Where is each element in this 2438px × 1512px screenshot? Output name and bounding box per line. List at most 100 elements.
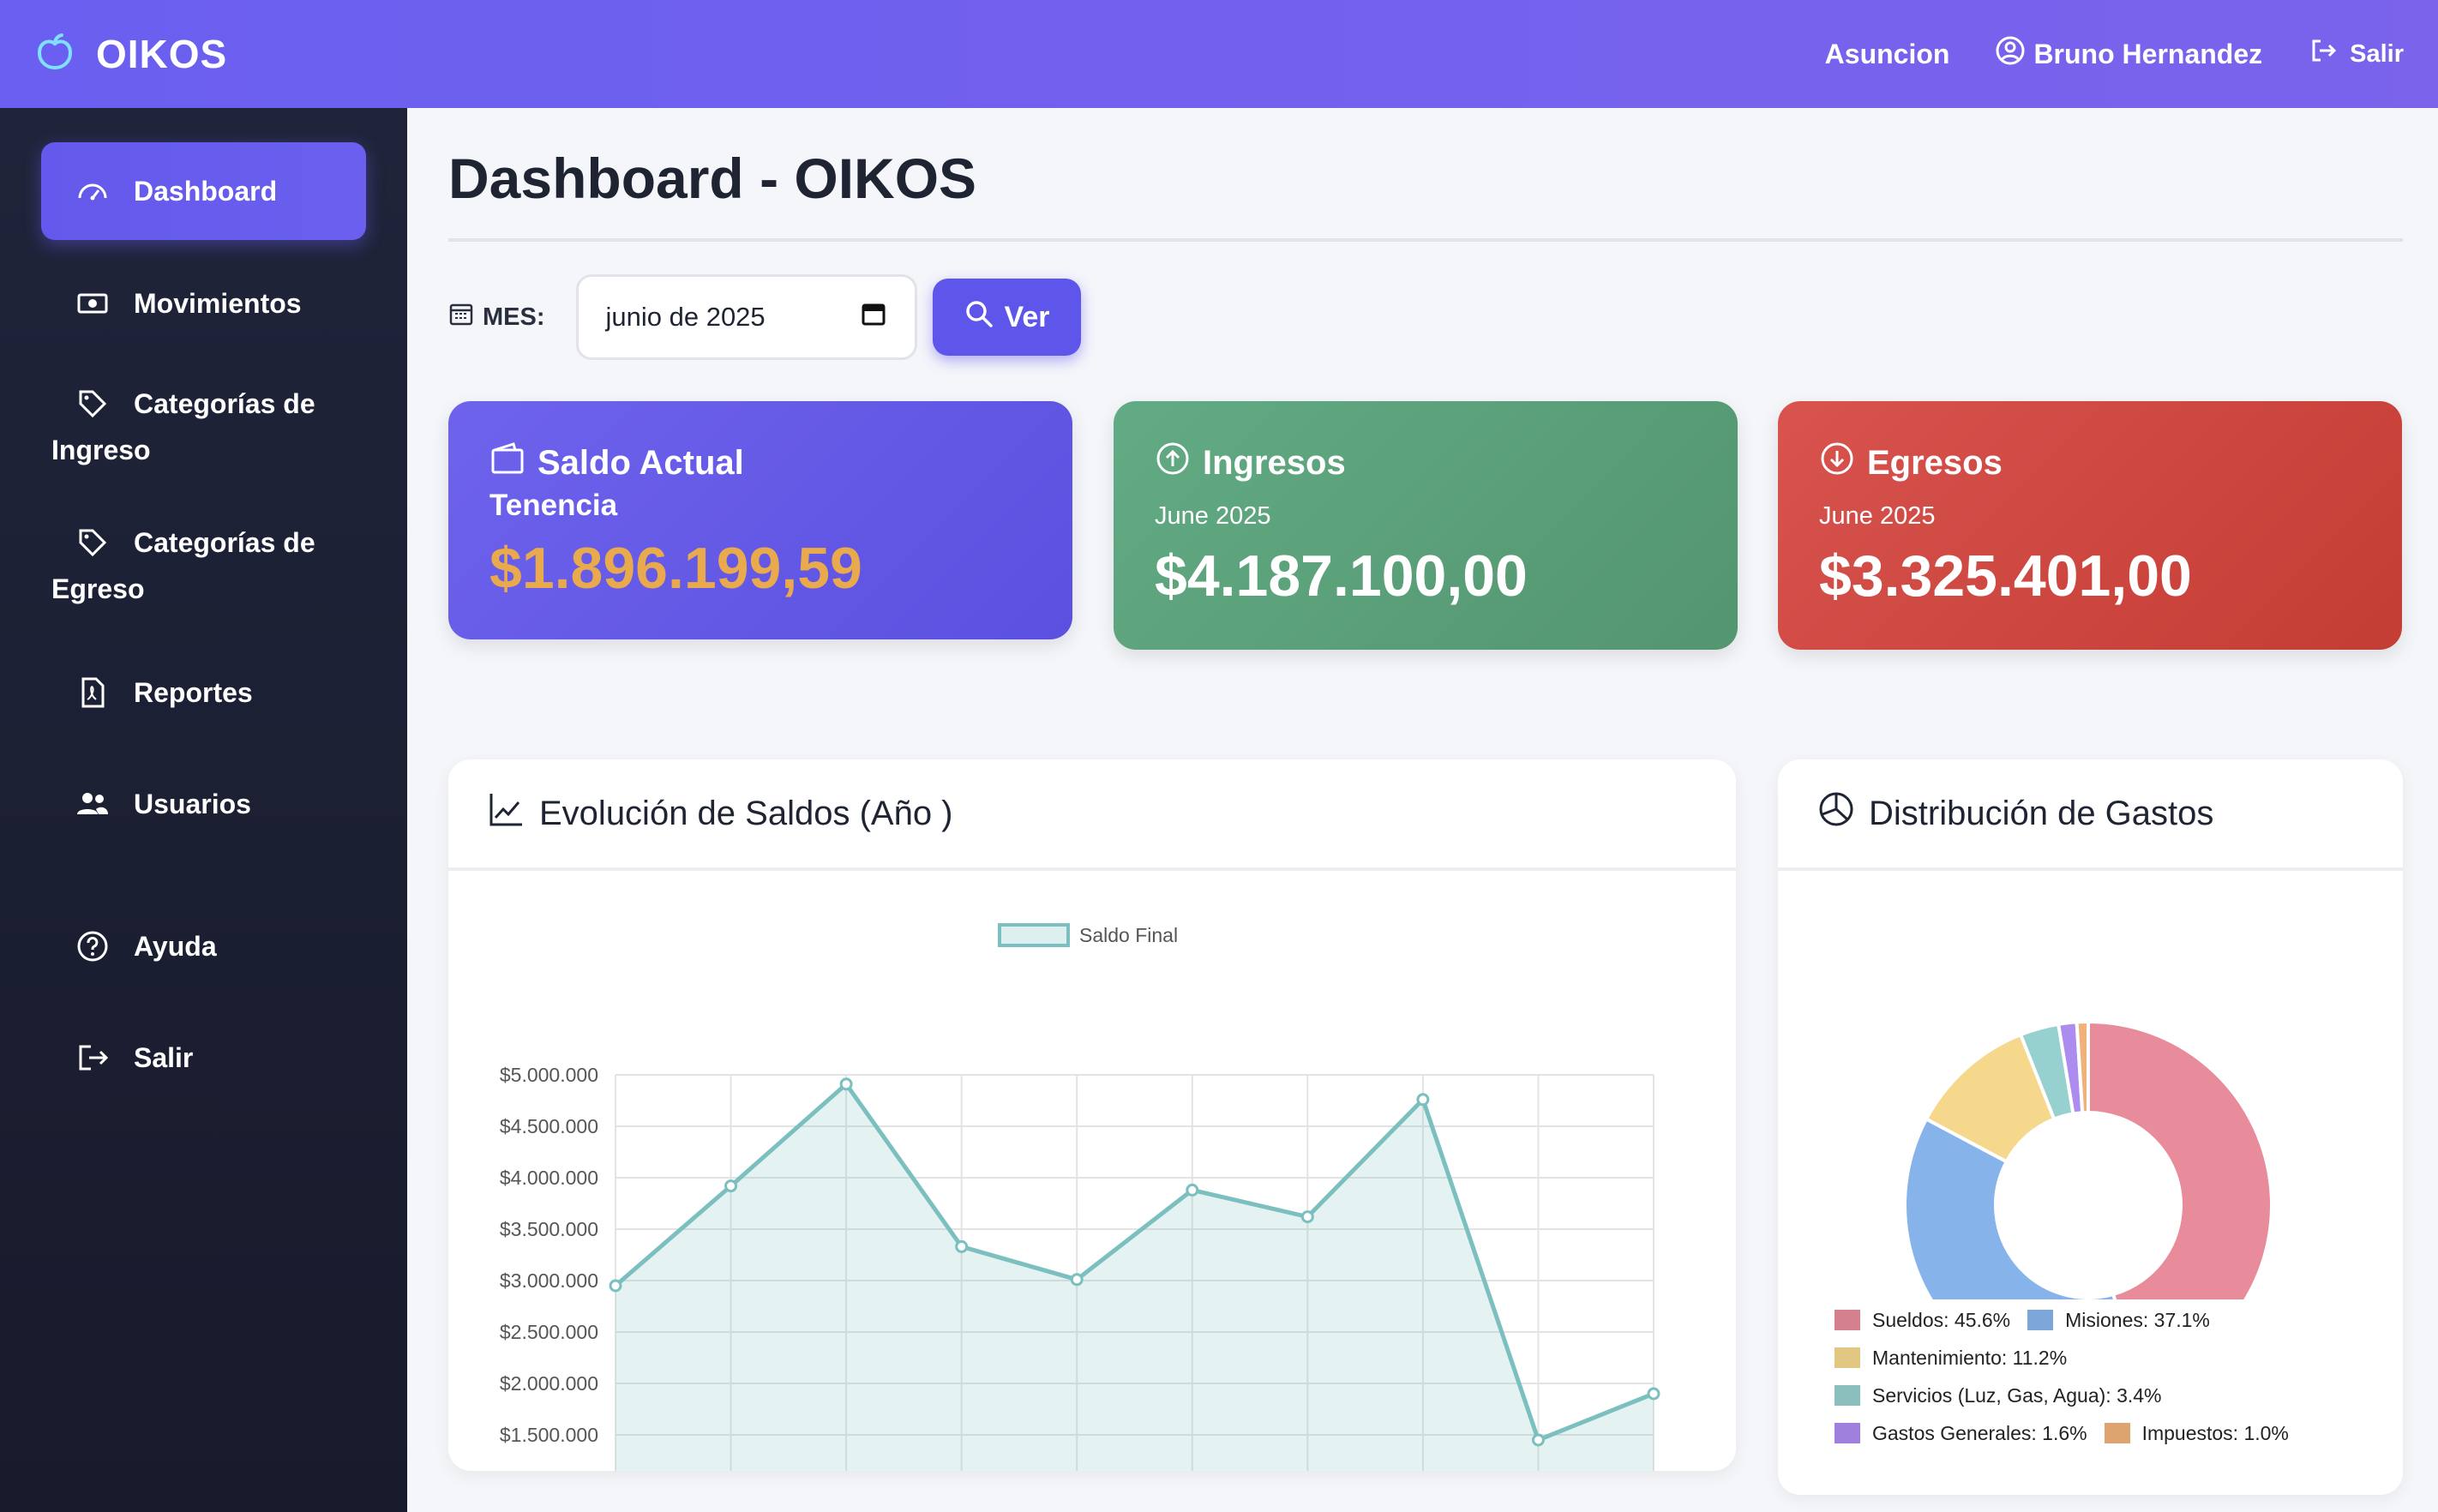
data-point[interactable]: [1300, 1210, 1314, 1224]
saldo-line-chart: Saldo Final$1.000.000$1.500.000$2.000.00…: [500, 923, 1660, 1471]
legend-label: Mantenimiento: 11.2%: [1872, 1346, 2068, 1369]
data-point[interactable]: [1186, 1183, 1199, 1197]
legend-label: Misiones: 37.1%: [2065, 1308, 2210, 1331]
sidebar-item-usuarios[interactable]: Usuarios: [41, 770, 366, 838]
legend-item[interactable]: Mantenimiento: 11.2%: [1835, 1347, 2067, 1370]
legend-label: Saldo Final: [1079, 924, 1178, 946]
legend-swatch: [1835, 1310, 1860, 1330]
sidebar: Dashboard Movimientos Categorías de Ingr…: [0, 108, 407, 1512]
sidebar-item-categorias-egreso[interactable]: Categorías de Egreso: [41, 519, 366, 612]
sidebar-item-label-line2: Ingreso: [51, 435, 151, 465]
sidebar-item-label: Usuarios: [134, 788, 251, 819]
month-label: MES:: [448, 301, 545, 333]
summary-cards: Saldo Actual Tenencia $1.896.199,59 Ingr…: [448, 401, 2403, 650]
egresos-period: June 2025: [1819, 502, 1936, 530]
legend-label: Servicios (Luz, Gas, Agua): 3.4%: [1872, 1383, 2162, 1407]
sidebar-item-label: Ayuda: [134, 930, 217, 962]
question-circle-icon: [75, 929, 110, 963]
cash-icon: [75, 286, 110, 321]
user-name: Bruno Hernandez: [2033, 38, 2263, 69]
legend-label: Impuestos: 1.0%: [2141, 1421, 2289, 1444]
sidebar-item-ayuda[interactable]: Ayuda: [41, 912, 366, 981]
legend-item[interactable]: Impuestos: 1.0%: [2104, 1421, 2289, 1445]
ingresos-period: June 2025: [1155, 502, 1271, 530]
y-tick-label: $4.500.000: [500, 1115, 598, 1137]
logout-label: Salir: [2350, 39, 2404, 68]
sidebar-item-label: Salir: [134, 1041, 194, 1073]
ingresos-amount: $4.187.100,00: [1155, 543, 1528, 609]
donut-slice[interactable]: [2075, 1019, 2090, 1115]
gastos-donut-chart: [1903, 1019, 2273, 1299]
data-point[interactable]: [724, 1179, 738, 1193]
user-circle-icon: [1996, 36, 2025, 72]
data-point[interactable]: [1531, 1433, 1545, 1447]
data-point[interactable]: [1416, 1093, 1430, 1107]
data-point[interactable]: [1647, 1387, 1660, 1401]
logout-icon: [75, 1041, 110, 1075]
evolucion-header: Evolución de Saldos (Año ): [448, 759, 1736, 871]
y-tick-label: $5.000.000: [500, 1064, 598, 1086]
calendar-picker-icon[interactable]: [860, 300, 887, 334]
egresos-card: Egresos June 2025 $3.325.401,00: [1778, 401, 2402, 650]
month-input-value: junio de 2025: [605, 302, 766, 332]
sidebar-item-label: Categorías de: [134, 388, 315, 419]
saldo-subtitle: Tenencia: [489, 489, 618, 522]
wallet-icon: [489, 441, 525, 485]
data-point[interactable]: [955, 1239, 969, 1253]
distribucion-panel: Distribución de Gastos Sueldos: 45.6% Mis…: [1778, 759, 2403, 1495]
sidebar-item-reportes[interactable]: Reportes: [41, 658, 366, 727]
legend-item[interactable]: Servicios (Luz, Gas, Agua): 3.4%: [1835, 1384, 2162, 1407]
saldo-amount: $1.896.199,59: [489, 536, 862, 601]
data-point[interactable]: [609, 1279, 622, 1293]
sidebar-item-dashboard[interactable]: Dashboard: [41, 142, 366, 240]
sidebar-item-label: Reportes: [134, 676, 253, 708]
month-label-text: MES:: [483, 303, 545, 331]
location-label: Asuncion: [1824, 38, 1950, 69]
sidebar-item-movimientos[interactable]: Movimientos: [41, 269, 366, 338]
user-menu[interactable]: Bruno Hernandez: [1996, 36, 2262, 72]
file-pdf-icon: [75, 675, 110, 710]
page-title: Dashboard - OIKOS: [448, 147, 977, 210]
legend-item[interactable]: Gastos Generales: 1.6%: [1835, 1422, 2087, 1445]
legend-item[interactable]: Sueldos: 45.6%: [1835, 1309, 2010, 1332]
brand[interactable]: OIKOS: [34, 31, 227, 77]
ver-button-label: Ver: [1004, 300, 1050, 333]
y-tick-label: $3.000.000: [500, 1269, 598, 1292]
sidebar-item-label: Dashboard: [134, 175, 278, 207]
legend-label: Sueldos: 45.6%: [1872, 1308, 2011, 1331]
logout-link[interactable]: Salir: [2309, 36, 2404, 72]
sidebar-item-salir[interactable]: Salir: [41, 1023, 366, 1092]
series-line: [614, 1082, 1654, 1443]
y-tick-label: $1.500.000: [500, 1424, 598, 1446]
tag-icon: [75, 387, 110, 421]
legend-swatch: [1835, 1423, 1860, 1443]
calendar-icon: [448, 301, 474, 333]
pie-chart-icon: [1817, 790, 1855, 837]
chart-legend[interactable]: Saldo Final: [998, 923, 1178, 947]
month-input[interactable]: junio de 2025: [575, 274, 917, 360]
saldo-card: Saldo Actual Tenencia $1.896.199,59: [448, 401, 1072, 639]
y-tick-label: $3.500.000: [500, 1218, 598, 1240]
data-point[interactable]: [1070, 1273, 1084, 1287]
line-chart-icon: [488, 790, 525, 837]
donut-slice[interactable]: [2087, 1019, 2273, 1299]
legend-item[interactable]: Misiones: 37.1%: [2027, 1309, 2210, 1332]
arrow-up-circle-icon: [1155, 441, 1191, 485]
arrow-down-circle-icon: [1819, 441, 1855, 485]
ver-button[interactable]: Ver: [932, 279, 1081, 356]
evolucion-panel: Evolución de Saldos (Año ) Saldo Final $1…: [448, 759, 1736, 1471]
donut-slice[interactable]: [1903, 1116, 2138, 1299]
y-tick-label: $4.000.000: [500, 1167, 598, 1189]
y-tick-label: $2.500.000: [500, 1321, 598, 1343]
legend-swatch: [1835, 1385, 1860, 1406]
distribucion-header: Distribución de Gastos: [1778, 759, 2403, 871]
distribucion-title: Distribución de Gastos: [1869, 794, 2214, 832]
sidebar-item-categorias-ingreso[interactable]: Categorías de Ingreso: [41, 381, 366, 473]
series-area: [616, 1083, 1654, 1471]
data-point[interactable]: [839, 1077, 853, 1091]
saldo-title: Saldo Actual: [537, 443, 744, 482]
people-icon: [75, 787, 110, 821]
y-tick-label: $2.000.000: [500, 1372, 598, 1395]
legend-swatch: [1835, 1347, 1860, 1368]
donut-legend: Sueldos: 45.6% Misiones: 37.1% Mantenimien…: [1835, 1301, 2289, 1452]
